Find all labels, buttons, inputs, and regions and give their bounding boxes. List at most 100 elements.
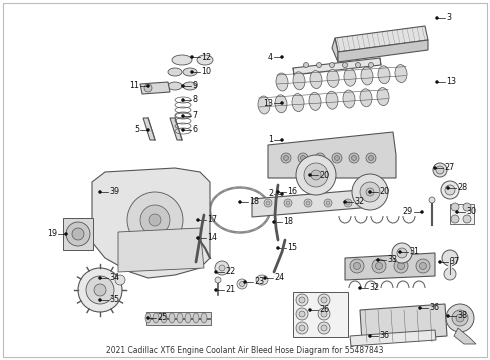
Circle shape [244, 280, 246, 284]
Circle shape [115, 275, 125, 285]
Text: 3: 3 [446, 13, 451, 22]
Polygon shape [345, 253, 435, 280]
Circle shape [429, 197, 435, 203]
Circle shape [433, 163, 447, 177]
Circle shape [419, 262, 426, 270]
Circle shape [284, 199, 292, 207]
Circle shape [446, 315, 449, 318]
Circle shape [300, 156, 305, 161]
Text: 5: 5 [134, 126, 139, 135]
Circle shape [420, 211, 423, 213]
Ellipse shape [377, 87, 389, 105]
Circle shape [368, 156, 373, 161]
Circle shape [215, 261, 229, 275]
Circle shape [86, 276, 114, 304]
Text: 15: 15 [287, 243, 297, 252]
Circle shape [98, 298, 101, 302]
Text: 17: 17 [207, 216, 217, 225]
Circle shape [398, 251, 401, 253]
Ellipse shape [153, 313, 159, 323]
Circle shape [280, 139, 284, 141]
Text: 31: 31 [409, 248, 419, 256]
Circle shape [463, 215, 471, 223]
Text: 4: 4 [268, 53, 273, 62]
Circle shape [281, 153, 291, 163]
Ellipse shape [275, 95, 287, 113]
Circle shape [335, 156, 340, 161]
Ellipse shape [258, 96, 270, 114]
Text: 22: 22 [225, 267, 235, 276]
Text: 20: 20 [379, 188, 389, 197]
Circle shape [321, 297, 327, 303]
Circle shape [127, 192, 183, 248]
Text: 37: 37 [449, 257, 459, 266]
Text: 16: 16 [287, 188, 297, 197]
Circle shape [441, 181, 459, 199]
Text: 18: 18 [283, 217, 293, 226]
Ellipse shape [327, 69, 339, 87]
Circle shape [304, 199, 312, 207]
Circle shape [149, 214, 161, 226]
Text: 36: 36 [429, 303, 439, 312]
Text: 25: 25 [157, 314, 167, 323]
Circle shape [451, 203, 459, 211]
Circle shape [191, 55, 194, 58]
Circle shape [344, 199, 352, 207]
Circle shape [280, 193, 284, 195]
Text: 12: 12 [201, 53, 211, 62]
Circle shape [219, 265, 225, 271]
Polygon shape [252, 189, 372, 217]
Ellipse shape [344, 68, 356, 86]
Circle shape [196, 219, 199, 221]
Circle shape [439, 261, 441, 264]
Circle shape [352, 174, 388, 210]
Ellipse shape [185, 313, 191, 323]
Polygon shape [140, 82, 170, 94]
Circle shape [309, 174, 312, 176]
Polygon shape [360, 304, 447, 342]
Circle shape [306, 201, 310, 205]
Circle shape [321, 325, 327, 331]
Circle shape [356, 63, 361, 68]
Circle shape [296, 308, 308, 320]
Text: 21: 21 [225, 285, 235, 294]
Circle shape [98, 276, 101, 279]
Text: 24: 24 [274, 274, 284, 283]
Circle shape [276, 247, 279, 249]
Ellipse shape [310, 71, 322, 89]
Circle shape [434, 166, 437, 170]
Circle shape [98, 190, 101, 194]
Polygon shape [293, 58, 381, 75]
Circle shape [463, 203, 471, 211]
Ellipse shape [326, 91, 338, 109]
Ellipse shape [169, 313, 175, 323]
Text: 6: 6 [192, 126, 197, 135]
Circle shape [304, 163, 328, 187]
Ellipse shape [309, 93, 321, 111]
Text: 39: 39 [109, 188, 119, 197]
Ellipse shape [161, 313, 167, 323]
Ellipse shape [183, 82, 197, 90]
Circle shape [394, 259, 408, 273]
Text: 19: 19 [47, 230, 57, 238]
Circle shape [375, 262, 383, 270]
Circle shape [296, 294, 308, 306]
Circle shape [72, 228, 84, 240]
Text: 13: 13 [446, 77, 456, 86]
Circle shape [309, 309, 312, 311]
Circle shape [372, 259, 386, 273]
Circle shape [346, 201, 350, 205]
Text: 38: 38 [457, 311, 467, 320]
Text: 20: 20 [319, 171, 329, 180]
Circle shape [315, 153, 325, 163]
Text: 27: 27 [444, 163, 454, 172]
Circle shape [397, 248, 407, 258]
Circle shape [264, 276, 267, 279]
Circle shape [359, 287, 362, 289]
Circle shape [276, 190, 279, 194]
Ellipse shape [168, 68, 182, 76]
Polygon shape [335, 26, 428, 52]
Ellipse shape [378, 66, 390, 84]
Circle shape [397, 262, 405, 270]
Polygon shape [350, 330, 436, 346]
